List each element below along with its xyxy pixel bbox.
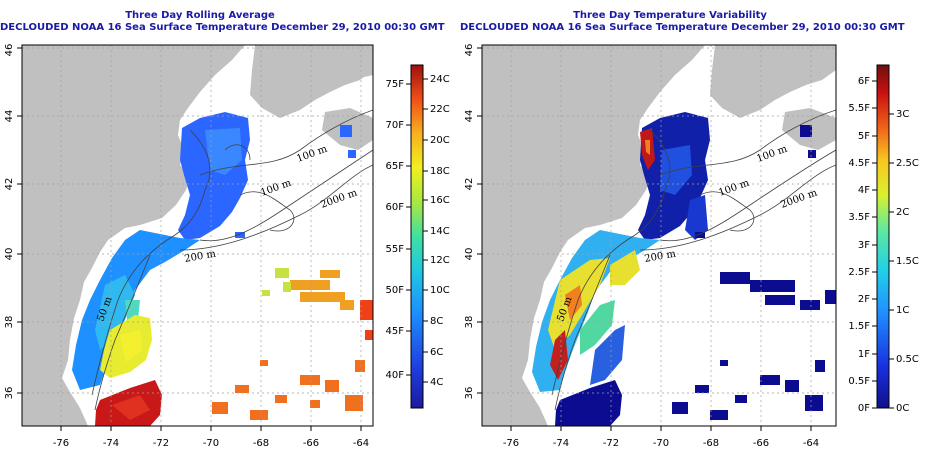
land-mass [482,45,705,426]
x-tick-label: -64 [353,438,369,449]
colorbar-f-label: 5F [858,131,870,142]
colorbar-f-label: 4F [858,185,870,196]
colorbar-c-label: 1C [896,305,909,316]
colorbar-c-label: 6C [430,347,443,358]
y-tick-label: 46 [4,44,15,57]
colorbar-f-label: 75F [386,79,405,90]
colorbar-c-label: 2.5C [896,158,919,169]
colorbar-c-label: 14C [430,226,450,237]
colorbar-c-label: 12C [430,255,450,266]
x-tick-label: -72 [153,438,169,449]
colorbar-f-label: 4.5F [848,158,870,169]
colorbar-c-label: 20C [430,135,450,146]
colorbar-f-label: 2F [858,294,870,305]
colorbar-c-label: 24C [430,74,450,85]
colorbar-f-label: 65F [386,161,405,172]
colorbar-f-label: 0.5F [848,376,870,387]
y-tick-label: 38 [464,316,475,329]
colorbar-f-label: 3F [858,240,870,251]
colorbar-c-label: 18C [430,166,450,177]
colorbar-f-label: 45F [386,326,405,337]
colorbar-c-label: 0.5C [896,354,919,365]
colorbar-c-label: 1.5C [896,256,919,267]
colorbar-f-label: 60F [386,202,405,213]
x-tick-label: -70 [653,438,669,449]
y-tick-label: 44 [464,110,475,123]
graticule [482,45,836,426]
colorbar-c-label: 2C [896,207,909,218]
colorbar-c-label: 3C [896,109,909,120]
colorbar-f-label: 50F [386,285,405,296]
x-tick-label: -76 [503,438,519,449]
y-tick-label: 42 [4,178,15,191]
colorbar-f-label: 40F [386,370,405,381]
panel2-subtitle: DECLOUDED NOAA 16 Sea Surface Temperatur… [460,22,905,33]
colorbar-c-label: 8C [430,316,443,327]
colorbar-f-label: 3.5F [848,212,870,223]
x-tick-label: -68 [253,438,269,449]
land-mass [22,45,245,426]
y-tick-label: 46 [464,44,475,57]
x-tick-label: -70 [203,438,219,449]
colorbar [410,64,424,409]
panel1-map: 100 m 100 m 2000 m 200 m 50 m -76 -74 -7… [4,44,450,449]
colorbar-f-label: 70F [386,120,405,131]
y-tick-label: 36 [464,387,475,400]
x-tick-label: -68 [703,438,719,449]
x-tick-label: -74 [553,438,569,449]
bathymetry-contours [91,109,373,411]
y-tick-label: 36 [4,387,15,400]
x-tick-label: -72 [603,438,619,449]
y-tick-label: 40 [464,248,475,261]
colorbar-c-label: 16C [430,195,450,206]
colorbar-f-label: 1F [858,349,870,360]
colorbar-f-label: 0F [858,403,870,414]
colorbar-f-label: 55F [386,244,405,255]
panel2-map: 100 m 100 m 2000 m 200 m 50 m -76 -74 -7… [464,44,919,449]
y-tick-label: 44 [4,110,15,123]
panel1-subtitle: DECLOUDED NOAA 16 Sea Surface Temperatur… [0,22,445,33]
y-tick-label: 42 [464,178,475,191]
colorbar-f-label: 6F [858,76,870,87]
graticule [22,45,373,426]
x-tick-label: -66 [753,438,769,449]
panel1-title: Three Day Rolling Average [125,10,275,21]
x-tick-label: -64 [803,438,819,449]
x-tick-label: -76 [53,438,69,449]
colorbar-f-label: 2.5F [848,267,870,278]
colorbar-f-label: 1.5F [848,321,870,332]
y-tick-label: 40 [4,248,15,261]
colorbar-f-label: 5.5F [848,103,870,114]
colorbar-c-label: 4C [430,377,443,388]
bathymetry-contours [551,109,836,411]
panel2-title: Three Day Temperature Variability [573,10,767,21]
y-tick-label: 38 [4,316,15,329]
colorbar-c-label: 22C [430,104,450,115]
x-tick-label: -74 [103,438,119,449]
colorbar [876,64,890,409]
colorbar-c-label: 0C [896,403,909,414]
x-tick-label: -66 [303,438,319,449]
colorbar-c-label: 10C [430,285,450,296]
